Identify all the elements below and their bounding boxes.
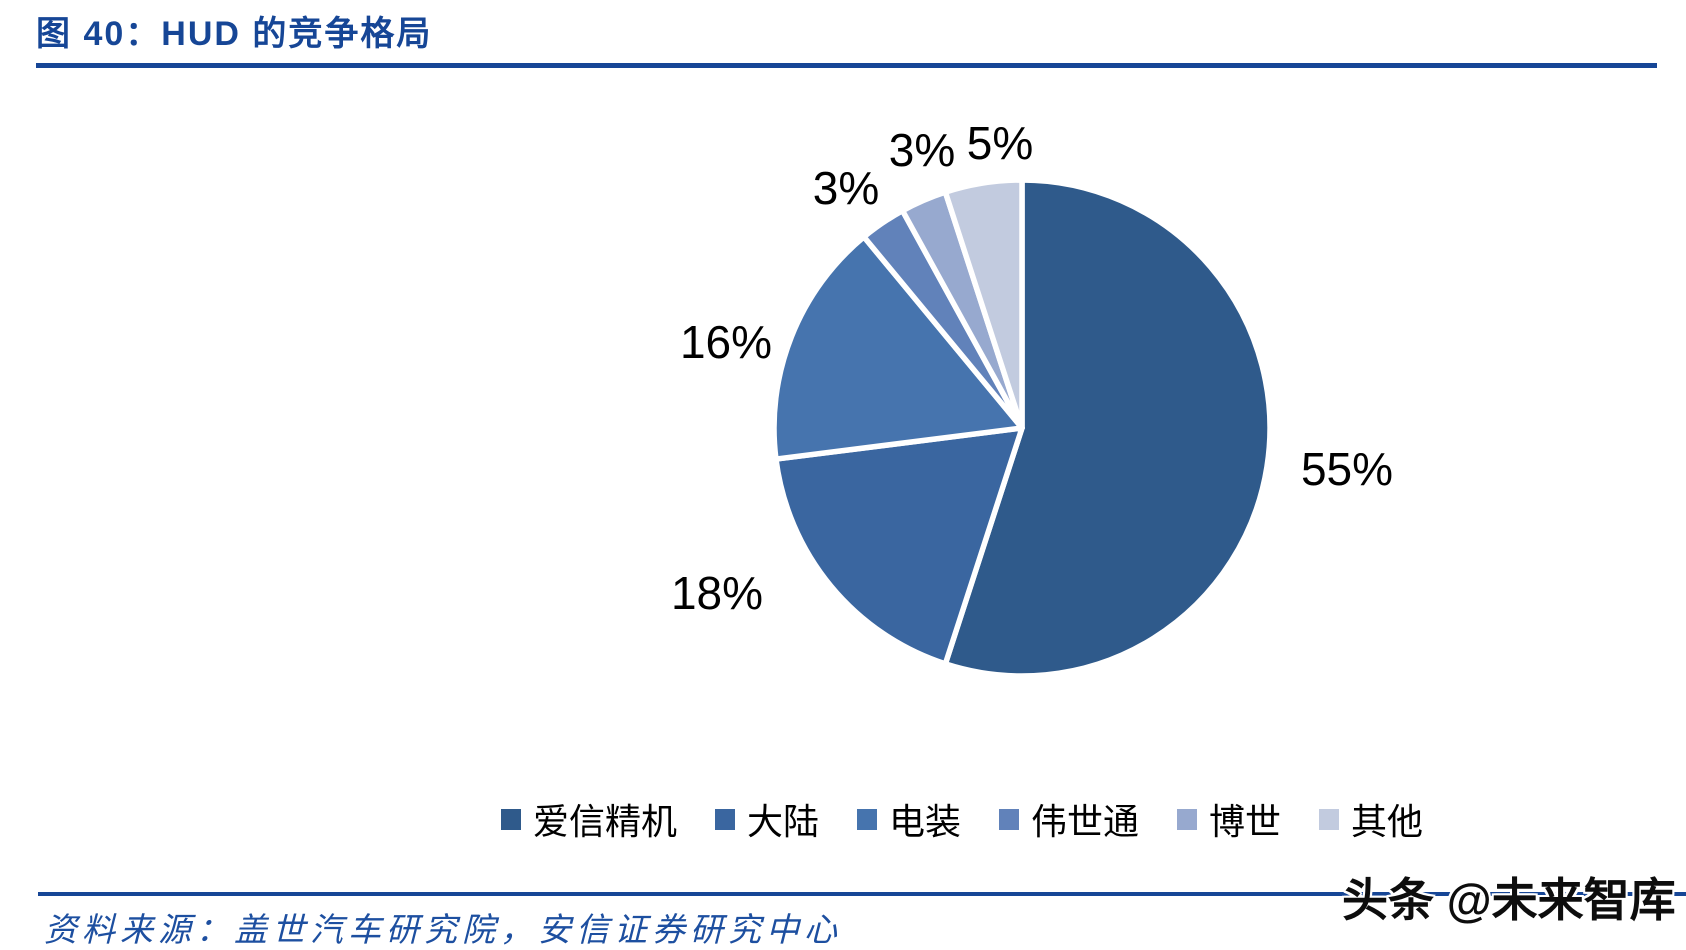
legend-item-4: 伟世通	[999, 793, 1139, 845]
figure-title: 图 40：HUD 的竞争格局	[36, 15, 433, 53]
pie-slice-3	[771, 234, 1025, 462]
legend-label: 大陆	[746, 801, 819, 842]
legend-label: 电装	[888, 801, 961, 842]
legend-item-1: 爱信精机	[500, 793, 677, 845]
legend-swatch-icon	[999, 808, 1019, 830]
legend-swatch-icon	[500, 808, 521, 830]
watermark: 头条 @未来智库	[1342, 874, 1676, 926]
legend-swatch-icon	[1319, 808, 1340, 830]
pie-label-5: 3%	[888, 124, 956, 176]
legend-label: 爱信精机	[532, 801, 677, 842]
pie-label-3: 16%	[679, 316, 773, 368]
legend-item-3: 电装	[856, 793, 961, 845]
legend-swatch-icon	[1177, 808, 1198, 830]
legend-swatch-icon	[714, 808, 735, 830]
source-note: 资料来源：盖世汽车研究院，安信证券研究中心	[44, 910, 842, 949]
pie-slice-6	[942, 177, 1025, 431]
pie-slice-2	[773, 425, 1025, 667]
legend-item-5: 博世	[1177, 793, 1281, 845]
legend-label: 伟世通	[1031, 801, 1140, 842]
pie-label-4: 3%	[812, 162, 880, 214]
legend-item-6: 其他	[1319, 793, 1423, 845]
legend-label: 其他	[1351, 801, 1424, 842]
pie-label-2: 18%	[670, 567, 764, 619]
pie-label-6: 5%	[966, 117, 1034, 169]
pie-label-1: 55%	[1300, 443, 1394, 495]
legend-swatch-icon	[856, 808, 877, 830]
pie-slice-1	[942, 177, 1273, 679]
chart-legend: 爱信精机 大陆 电装 伟世通 博世 其他	[238, 793, 1686, 845]
title-divider	[36, 63, 1657, 68]
footer-divider	[38, 892, 1686, 896]
legend-label: 博世	[1209, 801, 1282, 842]
legend-item-2: 大陆	[714, 793, 819, 845]
